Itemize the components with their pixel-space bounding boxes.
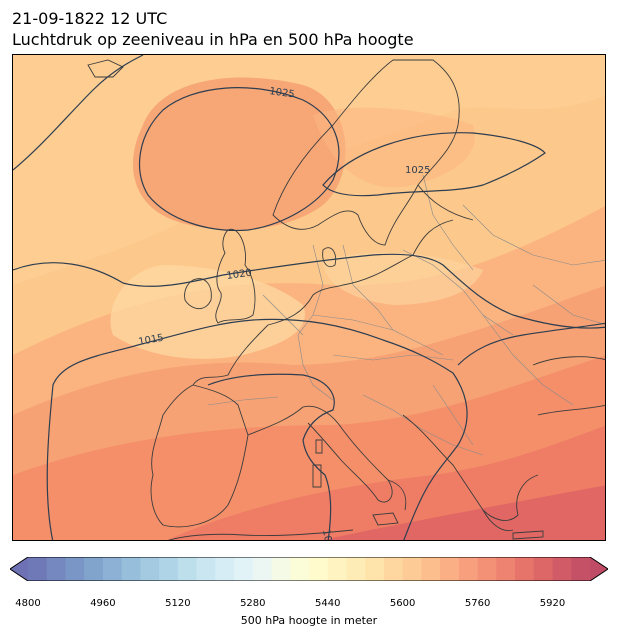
colorbar-segment xyxy=(28,557,48,581)
isobar-label-1010: 101 xyxy=(320,529,334,541)
isobar-1015-east xyxy=(457,322,605,366)
colorbar-tick-label: 5280 xyxy=(240,598,266,609)
isobar-label-1020: 1020 xyxy=(226,268,253,282)
colorbar-label: 500 hPa hoogte in meter xyxy=(240,614,378,627)
colorbar-segment xyxy=(121,557,141,581)
colorbar-segment xyxy=(365,557,385,581)
colorbar-segment xyxy=(402,557,422,581)
colorbar-segment xyxy=(515,557,535,581)
colorbar-segment xyxy=(140,557,160,581)
colorbar-segment xyxy=(440,557,460,581)
colorbar-segment xyxy=(571,557,591,581)
isobars xyxy=(13,55,605,540)
colorbar-segment xyxy=(215,557,235,581)
isobar-labels: 1025 1025 1020 1015 101 xyxy=(138,86,431,541)
colorbar-segment xyxy=(496,557,516,581)
colorbar-segment xyxy=(421,557,441,581)
colorbar-segment xyxy=(477,557,497,581)
colorbar-tick-label: 4800 xyxy=(15,598,41,609)
isobar-1010 xyxy=(207,373,335,540)
colorbar-tick-label: 5440 xyxy=(314,598,341,609)
height-band-trough xyxy=(313,107,475,188)
map-title: Luchtdruk op zeeniveau in hPa en 500 hPa… xyxy=(12,30,414,49)
colorbar-segment xyxy=(234,557,254,581)
colorbar xyxy=(10,557,608,581)
colorbar-tick-label: 5760 xyxy=(464,598,491,609)
colorbar-tick-label: 4960 xyxy=(90,598,116,609)
colorbar-extend-high xyxy=(590,557,608,581)
height-band-5600-low xyxy=(133,77,346,230)
height-band-5880 xyxy=(322,485,605,540)
isobar-label-1015: 1015 xyxy=(138,333,165,348)
colorbar-segment xyxy=(458,557,479,581)
coastlines xyxy=(87,59,605,540)
isobar-1025-west-loop xyxy=(139,87,340,232)
colorbar-tick-label: 5600 xyxy=(389,598,416,609)
colorbar-segment xyxy=(196,557,216,581)
isobar-1025-west xyxy=(13,55,144,171)
colorbar-tick-label: 5920 xyxy=(539,598,566,609)
colorbar-segment xyxy=(271,557,291,581)
colorbar-segment xyxy=(346,557,366,581)
country-borders xyxy=(207,174,605,456)
colorbar-segment xyxy=(65,557,85,581)
colorbar-segment xyxy=(533,557,554,581)
colorbar-segment xyxy=(252,557,273,581)
ridge-center xyxy=(110,265,305,359)
isobar-1025-east xyxy=(322,132,546,197)
colorbar-segment xyxy=(46,557,67,581)
colorbar-segment xyxy=(552,557,572,581)
isobar-label-1025-west: 1025 xyxy=(269,86,296,100)
colorbar-segment xyxy=(327,557,348,581)
colorbar-segment xyxy=(102,557,123,581)
weather-map: 1025 1025 1020 1015 101 xyxy=(12,54,606,541)
isobar-1020 xyxy=(13,253,605,329)
colorbar-segment xyxy=(84,557,104,581)
height-bands xyxy=(13,55,605,540)
colorbar-segment xyxy=(177,557,198,581)
colorbar-extend-low xyxy=(10,557,28,581)
colorbar-segment xyxy=(383,557,404,581)
colorbar-segment xyxy=(290,557,310,581)
isobar-1015 xyxy=(46,318,468,540)
map-datetime: 21-09-1822 12 UTC xyxy=(12,9,168,28)
isobar-label-1025-east: 1025 xyxy=(405,165,430,176)
colorbar-segment xyxy=(159,557,179,581)
colorbar-tick-label: 5120 xyxy=(165,598,191,609)
colorbar-segment xyxy=(309,557,329,581)
